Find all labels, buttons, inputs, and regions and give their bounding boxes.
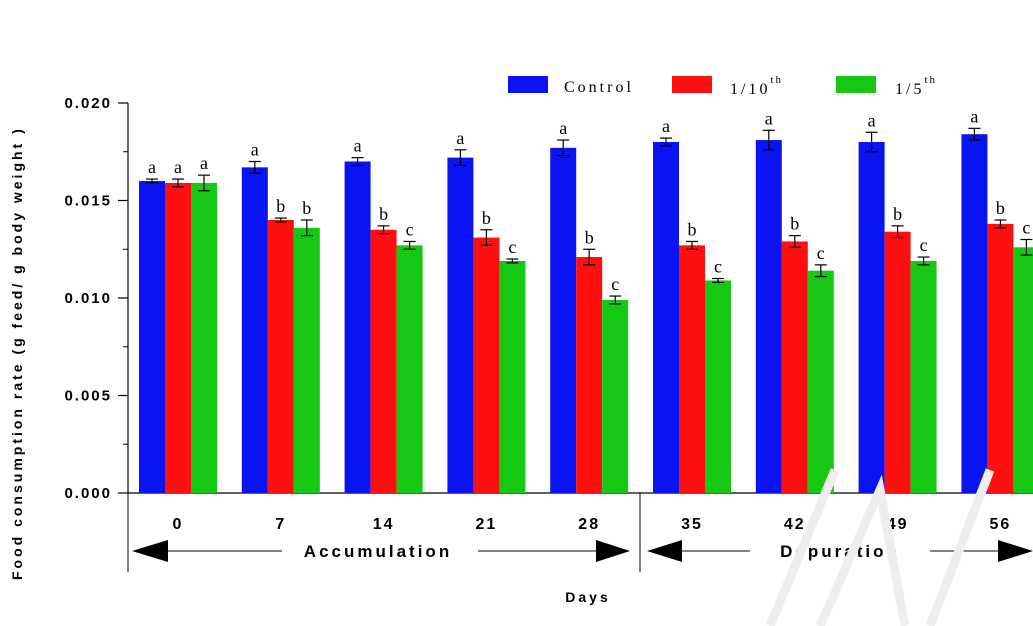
bar: [705, 280, 731, 493]
bar: [987, 223, 1014, 493]
y-tick-label: 0.015: [64, 193, 112, 210]
bar: [602, 299, 629, 493]
arrow-right-icon: [998, 540, 1033, 562]
significance-label: c: [817, 243, 825, 263]
significance-label: c: [1022, 218, 1030, 238]
significance-label: c: [920, 235, 928, 255]
legend-swatch-fifth: [836, 76, 876, 93]
bar: [858, 142, 885, 493]
y-ticks: 0.000 0.005 0.010 0.015 0.020: [64, 95, 128, 502]
x-axis-title: Days: [565, 589, 610, 605]
x-category-label: 42: [784, 516, 806, 533]
legend-label-tenth: 1/10th: [730, 74, 783, 98]
x-category-label: 14: [373, 516, 395, 533]
phase-accumulation: Accumulation: [132, 540, 630, 562]
legend-swatch-control: [508, 76, 548, 93]
bar: [447, 157, 474, 493]
bar: [499, 260, 526, 493]
bar: [807, 270, 834, 493]
significance-label: c: [508, 237, 516, 257]
significance-label: b: [302, 198, 311, 218]
bar: [344, 161, 371, 493]
significance-label: b: [893, 204, 902, 224]
bar: [241, 167, 268, 493]
significance-label: a: [456, 128, 464, 148]
significance-label: a: [970, 106, 978, 126]
arrow-left-icon: [132, 540, 168, 562]
significance-label: b: [790, 214, 799, 234]
significance-label: b: [996, 198, 1005, 218]
watermark-graphic: [765, 468, 995, 626]
category-labels: 0 7 14 21 28 35 42 49 56: [173, 516, 1012, 533]
bar: [781, 241, 808, 493]
bar: [755, 140, 782, 494]
significance-label: a: [200, 153, 208, 173]
bars: [139, 134, 1033, 494]
significance-label: a: [354, 136, 362, 156]
phase-label-accumulation: Accumulation: [304, 542, 452, 561]
significance-label: a: [559, 118, 567, 138]
legend: Control 1/10th 1/5th: [508, 74, 937, 98]
x-category-label: 0: [173, 516, 184, 533]
significance-label: a: [765, 108, 773, 128]
bar: [961, 134, 988, 493]
legend-swatch-tenth: [672, 76, 712, 93]
arrow-left-icon: [647, 540, 682, 562]
significance-label: c: [714, 257, 722, 277]
legend-label-tenth-main: 1/10: [730, 81, 770, 98]
bar: [679, 245, 705, 493]
bar: [473, 237, 500, 493]
y-tick-label: 0.000: [64, 485, 112, 502]
legend-label-fifth: 1/5th: [895, 74, 937, 98]
bar: [293, 227, 320, 494]
bar: [576, 257, 603, 493]
significance-label: b: [379, 204, 388, 224]
legend-item-tenth: 1/10th: [672, 74, 783, 98]
significance-label: b: [482, 208, 491, 228]
y-tick-label: 0.010: [64, 290, 112, 307]
significance-label: b: [585, 227, 594, 247]
x-category-label: 7: [275, 516, 286, 533]
bar: [396, 245, 423, 493]
significance-label: a: [174, 157, 182, 177]
bar: [653, 142, 679, 493]
x-category-label: 28: [578, 516, 600, 533]
significance-label: a: [662, 116, 670, 136]
bar: [1013, 247, 1033, 493]
legend-label-tenth-sup: th: [770, 74, 783, 86]
y-tick-label: 0.020: [64, 95, 112, 112]
significance-label: b: [276, 196, 285, 216]
significance-label: a: [251, 140, 259, 160]
error-bars: [146, 127, 1033, 305]
phase-depuration: Depuration: [647, 540, 1033, 562]
legend-label-fifth-main: 1/5: [895, 81, 924, 98]
legend-item-control: Control: [508, 76, 634, 96]
significance-label: c: [406, 219, 414, 239]
phase-label-depuration: Depuration: [780, 542, 900, 561]
arrow-right-icon: [596, 540, 630, 562]
bar: [139, 181, 165, 493]
bar: [910, 260, 937, 493]
bar: [884, 231, 911, 493]
y-axis-title: Food consumption rate (g feed/ g body we…: [9, 126, 25, 580]
x-category-label: 35: [681, 516, 703, 533]
legend-label-fifth-sup: th: [924, 74, 937, 86]
bar: [191, 182, 217, 493]
legend-item-fifth: 1/5th: [836, 74, 937, 98]
significance-label: a: [148, 157, 156, 177]
bar: [550, 147, 577, 493]
significance-label: c: [611, 274, 619, 294]
x-category-label: 56: [990, 516, 1012, 533]
bar: [165, 182, 191, 493]
significance-label: b: [688, 219, 697, 239]
bar: [370, 229, 397, 493]
x-category-label: 21: [476, 516, 498, 533]
y-tick-label: 0.005: [64, 388, 112, 405]
bar: [267, 220, 294, 493]
legend-label-control: Control: [564, 79, 634, 96]
significance-label: a: [868, 110, 876, 130]
